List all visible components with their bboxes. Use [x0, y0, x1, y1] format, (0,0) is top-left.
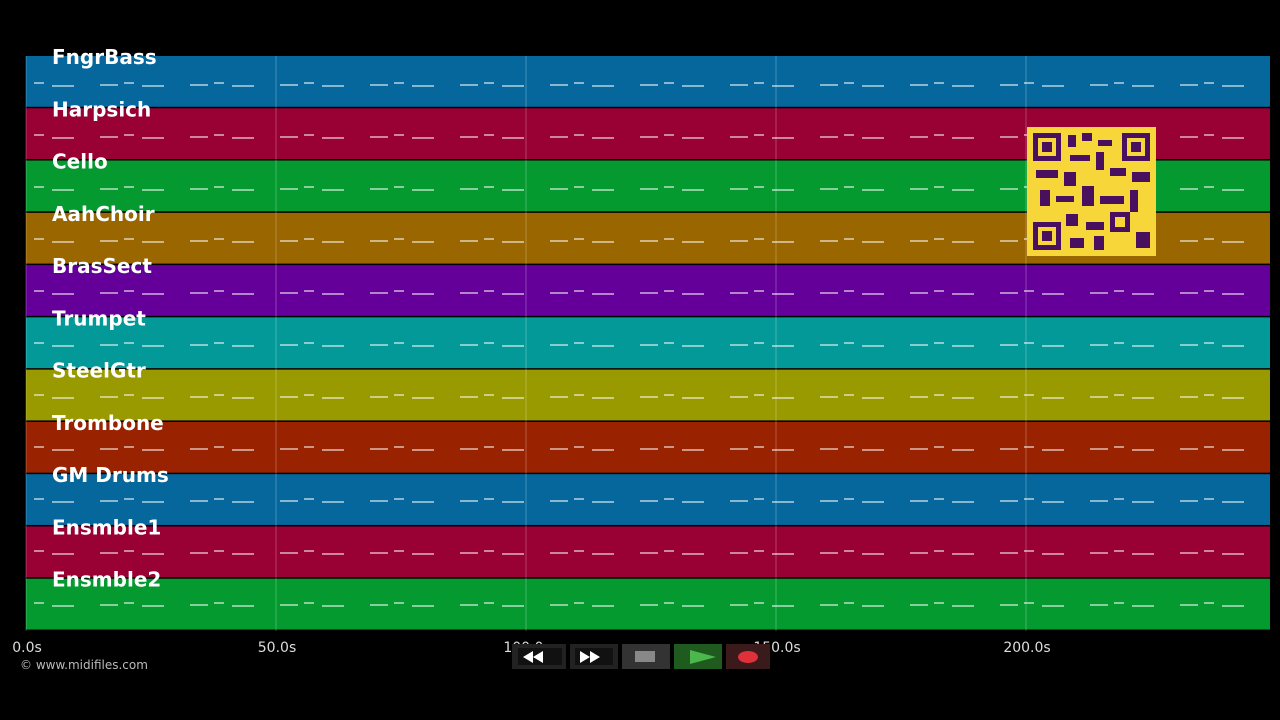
- fast-forward-button[interactable]: [570, 644, 618, 669]
- note-texture: [34, 421, 1262, 473]
- copyright: © www.midifiles.com: [20, 658, 148, 672]
- transport-controls: [512, 644, 770, 669]
- play-button[interactable]: [674, 644, 722, 669]
- tick-label: 200.0s: [1003, 640, 1050, 656]
- record-button[interactable]: [726, 644, 770, 669]
- track-lanes: [26, 56, 1270, 630]
- track-name: SteelGtr: [52, 359, 146, 383]
- track-name: GM Drums: [52, 463, 169, 487]
- track-name: Harpsich: [52, 97, 151, 121]
- time-grid: [25, 56, 1027, 631]
- track-name: Trumpet: [52, 306, 146, 330]
- track-name: Trombone: [52, 411, 164, 435]
- note-texture: [34, 265, 1262, 316]
- note-texture: [34, 317, 1262, 369]
- rewind-button[interactable]: [512, 644, 566, 669]
- track-name: Cello: [52, 150, 108, 174]
- note-texture: [34, 56, 1262, 107]
- track-name: Ensmble1: [52, 515, 161, 539]
- note-texture: [34, 526, 1262, 578]
- track-name: FngrBass: [52, 45, 157, 69]
- note-texture: [34, 474, 1262, 525]
- tick-label: 50.0s: [258, 640, 296, 656]
- track-name: Ensmble2: [52, 568, 161, 592]
- track-name: AahChoir: [52, 202, 155, 226]
- track-name: BrasSect: [52, 254, 152, 278]
- note-texture: [34, 578, 1262, 630]
- tick-label: 0.0s: [12, 640, 42, 656]
- track-names: FngrBass Harpsich Cello AahChoir BrasSect Tru…: [52, 45, 169, 592]
- stop-button[interactable]: [622, 644, 670, 669]
- qr-code: [1027, 127, 1156, 256]
- note-texture: [34, 369, 1262, 421]
